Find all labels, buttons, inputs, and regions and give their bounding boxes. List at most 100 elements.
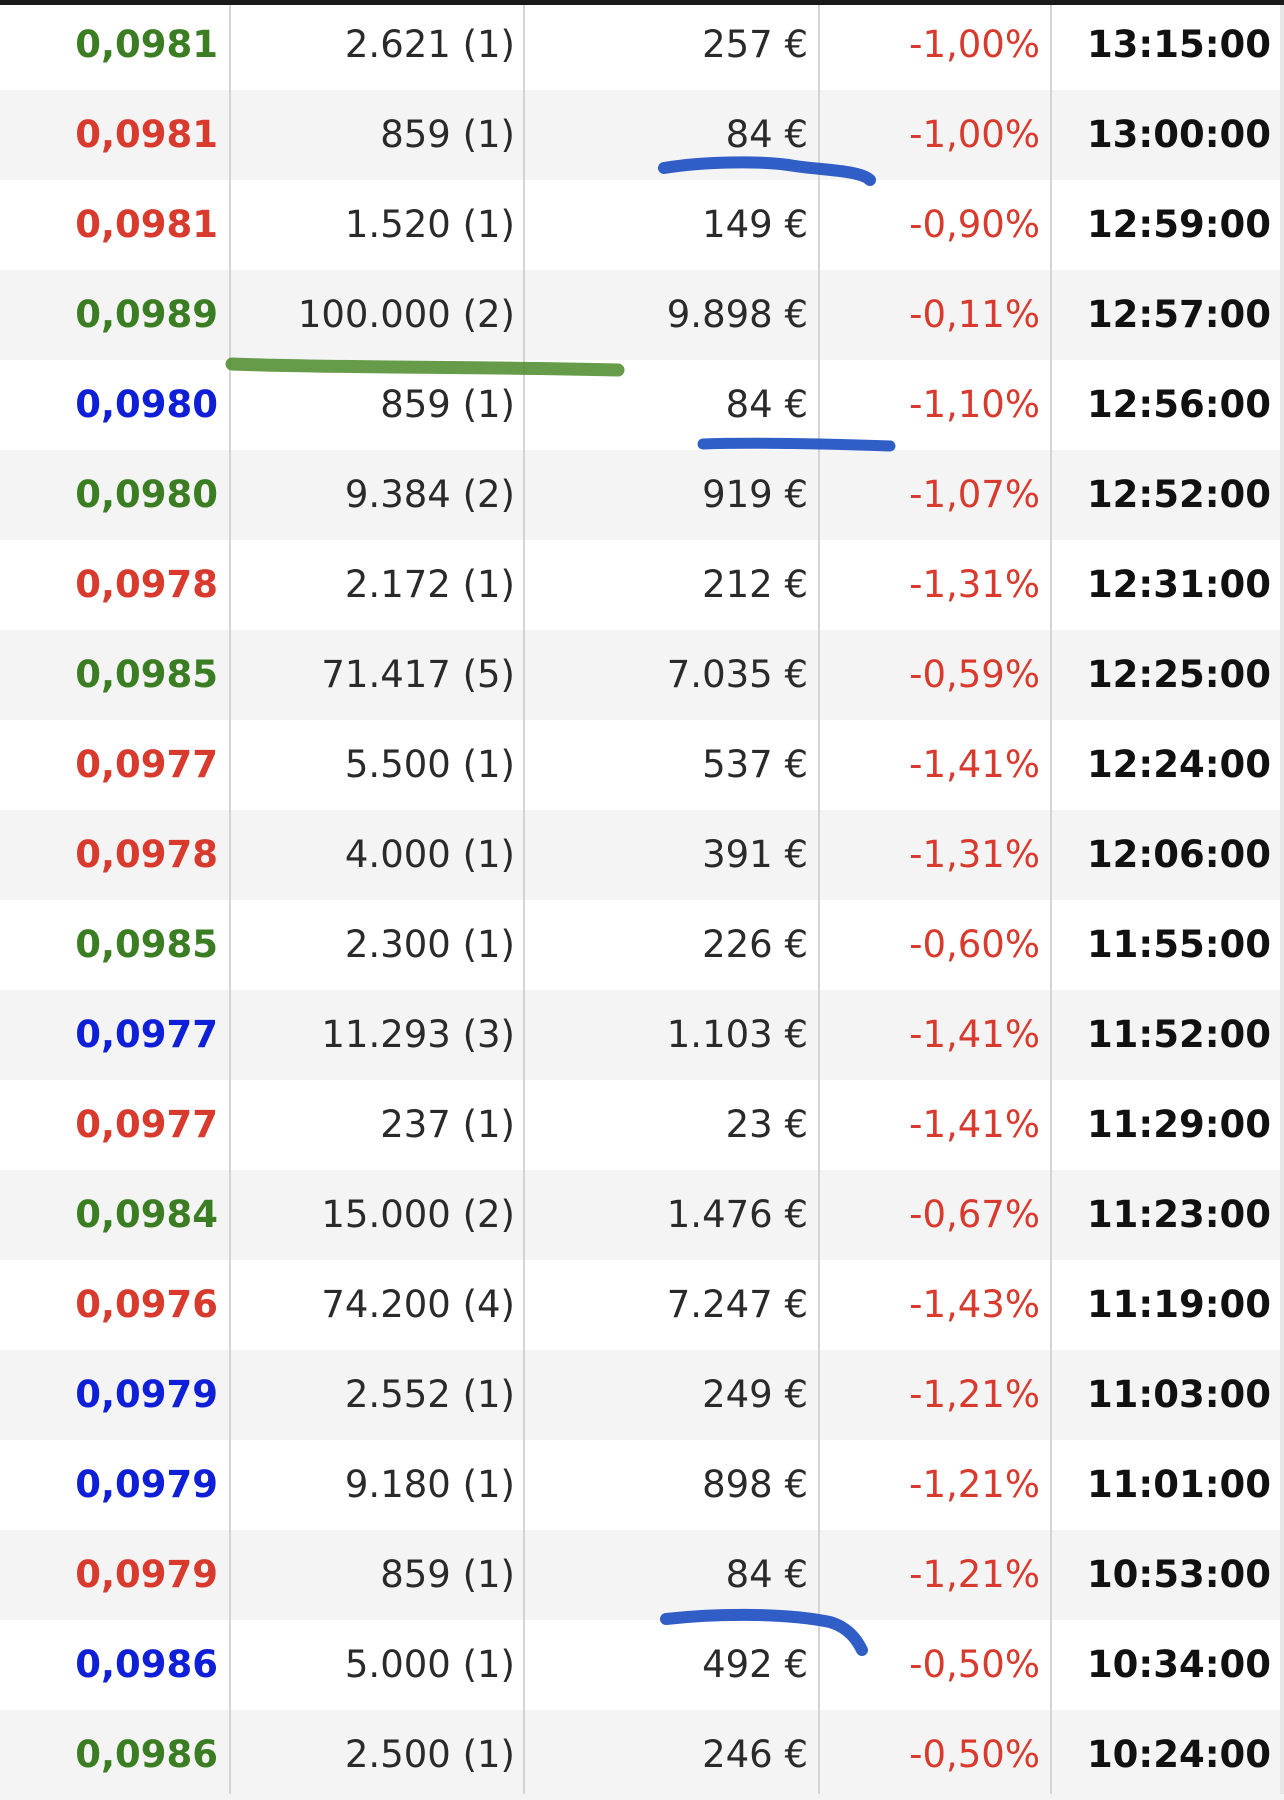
change-cell: -0,60%	[909, 923, 1040, 966]
change-cell: -1,00%	[909, 113, 1040, 156]
change-cell: -1,21%	[909, 1373, 1040, 1416]
blue-highlight-stroke	[660, 1608, 868, 1656]
time-cell: 10:34:00	[1086, 1643, 1271, 1686]
quantity-cell: 2.172 (1)	[344, 563, 515, 606]
price-cell: 0,0985	[75, 653, 218, 696]
time-cell: 13:00:00	[1086, 113, 1271, 156]
quantity-cell: 1.520 (1)	[344, 203, 515, 246]
change-cell: -1,10%	[909, 383, 1040, 426]
table-right-edge	[1280, 5, 1284, 1794]
blue-highlight-stroke	[697, 437, 896, 452]
price-cell: 0,0978	[75, 833, 218, 876]
price-cell: 0,0979	[75, 1553, 218, 1596]
price-cell: 0,0980	[75, 383, 218, 426]
price-cell: 0,0986	[75, 1643, 218, 1686]
time-cell: 11:03:00	[1086, 1373, 1271, 1416]
price-cell: 0,0976	[75, 1283, 218, 1326]
value-cell: 149 €	[702, 203, 808, 246]
change-cell: -1,21%	[909, 1463, 1040, 1506]
value-cell: 226 €	[702, 923, 808, 966]
table-row: 0,0984 15.000 (2) 1.476 € -0,67% 11:23:00	[0, 1170, 1284, 1260]
time-cell: 12:52:00	[1086, 473, 1271, 516]
table-row: 0,0976 74.200 (4) 7.247 € -1,43% 11:19:00	[0, 1260, 1284, 1350]
quantity-cell: 2.500 (1)	[344, 1733, 515, 1776]
quantity-cell: 5.000 (1)	[344, 1643, 515, 1686]
value-cell: 537 €	[702, 743, 808, 786]
quantity-cell: 74.200 (4)	[321, 1283, 515, 1326]
time-cell: 12:25:00	[1086, 653, 1271, 696]
quantity-cell: 859 (1)	[380, 113, 515, 156]
quantity-cell: 9.180 (1)	[344, 1463, 515, 1506]
time-cell: 10:53:00	[1086, 1553, 1271, 1596]
price-cell: 0,0980	[75, 473, 218, 516]
table-row: 0,0986 5.000 (1) 492 € -0,50% 10:34:00	[0, 1620, 1284, 1710]
change-cell: -0,59%	[909, 653, 1040, 696]
quantity-cell: 2.621 (1)	[344, 23, 515, 66]
price-cell: 0,0984	[75, 1193, 218, 1236]
quantity-cell: 2.552 (1)	[344, 1373, 515, 1416]
blue-highlight-stroke	[658, 156, 876, 186]
price-cell: 0,0977	[75, 1013, 218, 1056]
value-cell: 84 €	[725, 383, 808, 426]
table-row: 0,0979 859 (1) 84 € -1,21% 10:53:00	[0, 1530, 1284, 1620]
table-row: 0,0980 9.384 (2) 919 € -1,07% 12:52:00	[0, 450, 1284, 540]
time-cell: 13:15:00	[1086, 23, 1271, 66]
price-cell: 0,0977	[75, 1103, 218, 1146]
price-cell: 0,0989	[75, 293, 218, 336]
time-cell: 12:59:00	[1086, 203, 1271, 246]
quantity-cell: 859 (1)	[380, 383, 515, 426]
table-row: 0,0985 71.417 (5) 7.035 € -0,59% 12:25:00	[0, 630, 1284, 720]
quantity-cell: 2.300 (1)	[344, 923, 515, 966]
table-row: 0,0977 237 (1) 23 € -1,41% 11:29:00	[0, 1080, 1284, 1170]
green-highlight-stroke	[225, 357, 625, 377]
time-cell: 11:52:00	[1086, 1013, 1271, 1056]
time-cell: 10:24:00	[1086, 1733, 1271, 1776]
value-cell: 23 €	[725, 1103, 808, 1146]
quantity-cell: 5.500 (1)	[344, 743, 515, 786]
change-cell: -0,90%	[909, 203, 1040, 246]
quantity-cell: 237 (1)	[380, 1103, 515, 1146]
column-divider	[818, 5, 820, 1794]
value-cell: 898 €	[702, 1463, 808, 1506]
change-cell: -0,11%	[909, 293, 1040, 336]
value-cell: 7.247 €	[666, 1283, 808, 1326]
table-row: 0,0981 2.621 (1) 257 € -1,00% 13:15:00	[0, 0, 1284, 90]
time-cell: 12:24:00	[1086, 743, 1271, 786]
price-cell: 0,0979	[75, 1463, 218, 1506]
time-cell: 12:31:00	[1086, 563, 1271, 606]
change-cell: -1,41%	[909, 1013, 1040, 1056]
column-divider	[523, 5, 525, 1794]
quantity-cell: 9.384 (2)	[344, 473, 515, 516]
change-cell: -0,50%	[909, 1643, 1040, 1686]
table-row: 0,0989 100.000 (2) 9.898 € -0,11% 12:57:00	[0, 270, 1284, 360]
quantity-cell: 4.000 (1)	[344, 833, 515, 876]
column-divider	[229, 5, 231, 1794]
price-cell: 0,0985	[75, 923, 218, 966]
table-row: 0,0979 2.552 (1) 249 € -1,21% 11:03:00	[0, 1350, 1284, 1440]
price-cell: 0,0986	[75, 1733, 218, 1776]
value-cell: 7.035 €	[666, 653, 808, 696]
table-row: 0,0986 2.500 (1) 246 € -0,50% 10:24:00	[0, 1710, 1284, 1800]
value-cell: 1.103 €	[666, 1013, 808, 1056]
table-row: 0,0978 4.000 (1) 391 € -1,31% 12:06:00	[0, 810, 1284, 900]
quantity-cell: 100.000 (2)	[297, 293, 515, 336]
price-cell: 0,0981	[75, 203, 218, 246]
value-cell: 246 €	[702, 1733, 808, 1776]
time-cell: 12:56:00	[1086, 383, 1271, 426]
value-cell: 492 €	[702, 1643, 808, 1686]
table-top-border	[0, 0, 1284, 5]
price-cell: 0,0978	[75, 563, 218, 606]
value-cell: 9.898 €	[666, 293, 808, 336]
value-cell: 257 €	[702, 23, 808, 66]
value-cell: 84 €	[725, 1553, 808, 1596]
table-row: 0,0978 2.172 (1) 212 € -1,31% 12:31:00	[0, 540, 1284, 630]
value-cell: 1.476 €	[666, 1193, 808, 1236]
change-cell: -1,21%	[909, 1553, 1040, 1596]
value-cell: 391 €	[702, 833, 808, 876]
time-cell: 12:57:00	[1086, 293, 1271, 336]
change-cell: -1,41%	[909, 1103, 1040, 1146]
time-cell: 11:55:00	[1086, 923, 1271, 966]
price-cell: 0,0981	[75, 23, 218, 66]
time-cell: 11:19:00	[1086, 1283, 1271, 1326]
